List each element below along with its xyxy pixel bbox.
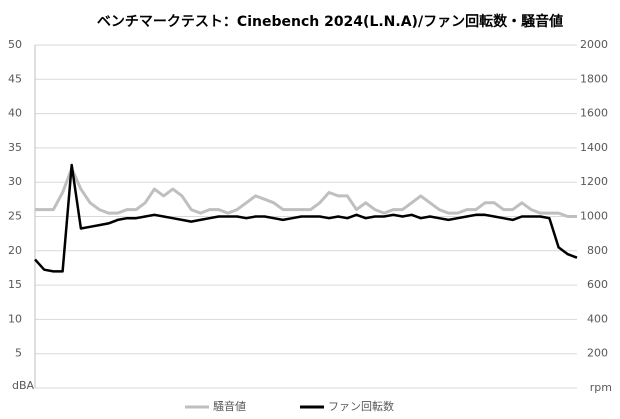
y-tick-label: 25 — [8, 210, 22, 223]
y2-tick-label: 800 — [587, 244, 608, 257]
y2-tick-label: 2000 — [580, 38, 608, 51]
y2-tick-label: 1600 — [580, 107, 608, 120]
y-tick-label: 20 — [8, 244, 22, 257]
series-line — [35, 167, 577, 218]
y2-tick-label: 1000 — [580, 210, 608, 223]
chart-title: ベンチマークテスト：Cinebench 2024(L.N.A)/ファン回転数・騒… — [97, 13, 563, 30]
y2-tick-label: 400 — [587, 312, 608, 325]
y-tick-label: 15 — [8, 278, 22, 291]
y-tick-label: 45 — [8, 72, 22, 85]
y-tick-label: 10 — [8, 312, 22, 325]
y2-tick-label: 1800 — [580, 72, 608, 85]
y2-tick-label: 1200 — [580, 175, 608, 188]
y2-axis-label: rpm — [590, 381, 612, 394]
y2-tick-label: 600 — [587, 278, 608, 291]
y-tick-label: 5 — [15, 347, 22, 360]
y2-tick-label: 200 — [587, 347, 608, 360]
y-tick-label: 40 — [8, 107, 22, 120]
y2-tick-label: 1400 — [580, 141, 608, 154]
legend-label: 騒音値 — [213, 399, 246, 413]
y-tick-label: 35 — [8, 141, 22, 154]
legend-label: ファン回転数 — [328, 400, 394, 413]
y-axis-label: dBA — [12, 379, 35, 392]
series-line — [34, 163, 578, 273]
y-tick-label: 30 — [8, 175, 22, 188]
y-tick-label: 50 — [8, 38, 22, 51]
